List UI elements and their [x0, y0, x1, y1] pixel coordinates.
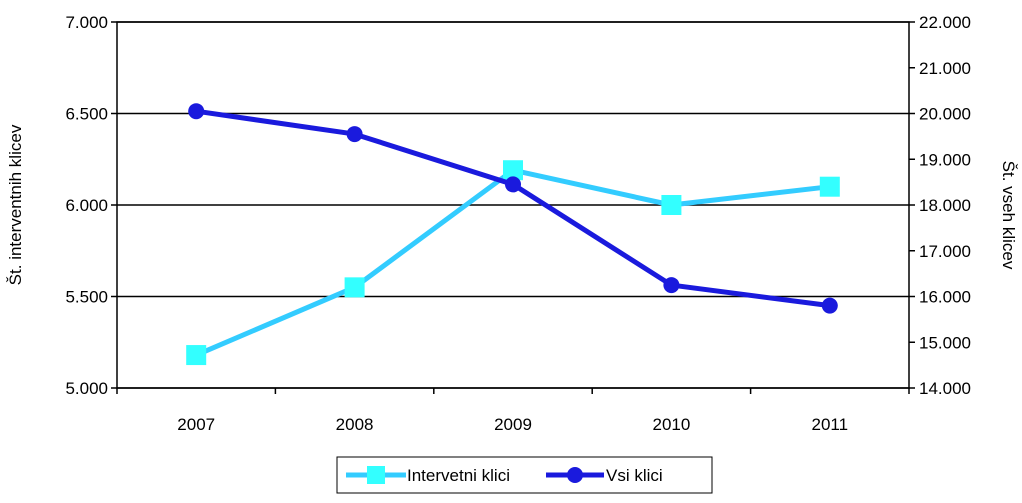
- legend-label-intervetni: Intervetni klici: [407, 466, 510, 485]
- data-point: [344, 277, 365, 298]
- series-layer: [186, 103, 840, 366]
- right-tick-label: 21.000: [919, 59, 971, 78]
- x-tick-label: 2011: [812, 415, 849, 434]
- right-axis: 14.000 15.000 16.000 17.000 18.000 19.000 20.0…: [909, 13, 971, 398]
- right-tick-label: 15.000: [919, 333, 971, 352]
- series-line: [195, 108, 831, 309]
- left-tick-label: 6.000: [65, 196, 108, 215]
- data-point: [346, 126, 363, 143]
- data-point: [661, 195, 682, 215]
- x-tick-label: 2007: [177, 415, 215, 434]
- x-axis: 2007 2008 2009 2010 2011: [116, 388, 910, 434]
- data-point: [186, 345, 207, 366]
- data-point: [663, 277, 680, 294]
- right-tick-label: 18.000: [919, 196, 971, 215]
- series-2: [188, 103, 838, 314]
- right-tick-label: 16.000: [919, 288, 971, 307]
- legend-marker-vsi: [567, 467, 583, 483]
- right-tick-label: 20.000: [919, 105, 971, 124]
- left-tick-label: 6.500: [65, 105, 108, 124]
- legend-label-vsi: Vsi klici: [606, 466, 663, 485]
- x-tick-label: 2009: [494, 415, 532, 434]
- series-1: [186, 160, 840, 366]
- gridlines: [117, 21, 909, 389]
- left-axis: 5.000 5.500 6.000 6.500 7.000: [65, 13, 117, 398]
- data-point: [505, 176, 521, 193]
- left-tick-label: 5.500: [65, 288, 108, 307]
- legend: Intervetni klici Vsi klici: [336, 456, 713, 494]
- left-tick-label: 5.000: [65, 379, 108, 398]
- right-tick-label: 19.000: [919, 150, 971, 169]
- data-point: [503, 160, 523, 181]
- left-tick-label: 7.000: [65, 13, 108, 32]
- data-point: [821, 297, 838, 314]
- right-tick-label: 22.000: [919, 13, 971, 32]
- x-tick-label: 2008: [336, 415, 374, 434]
- series-line: [195, 167, 831, 358]
- x-tick-label: 2010: [652, 415, 690, 434]
- data-point: [188, 103, 205, 120]
- y-axis-right-title: Št. vseh klicev: [999, 161, 1018, 270]
- right-tick-label: 17.000: [919, 242, 971, 261]
- data-point: [819, 176, 840, 197]
- y-axis-left-title: Št. interventnih klicev: [6, 124, 25, 285]
- legend-marker-intervetni: [367, 466, 385, 484]
- right-tick-label: 14.000: [919, 379, 971, 398]
